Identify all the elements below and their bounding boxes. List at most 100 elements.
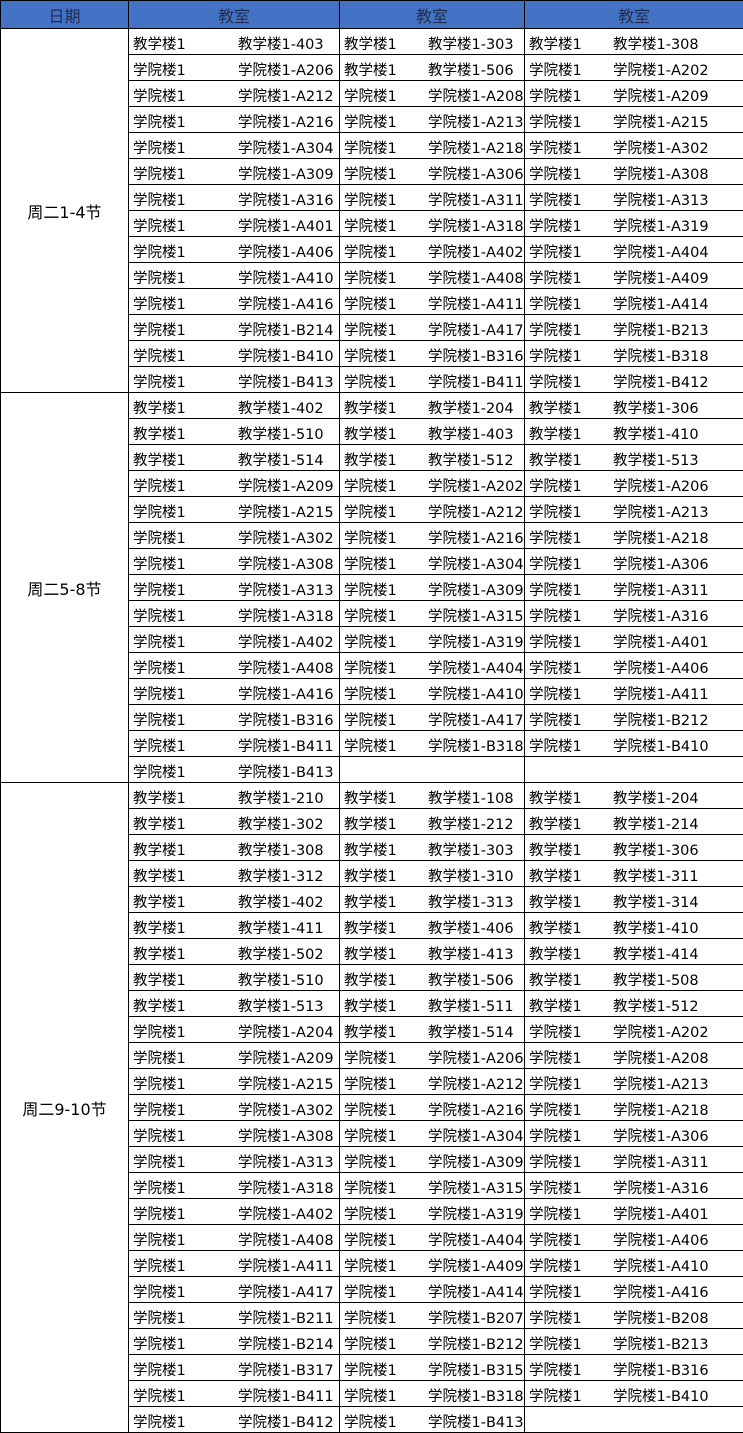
room-cell[interactable]: 学院楼1 学院楼1-A213 [340,107,525,133]
room-cell[interactable]: 学院楼1 学院楼1-B315 [340,1355,525,1381]
date-cell[interactable]: 周二1-4节 [1,29,129,393]
room-cell[interactable]: 学院楼1 学院楼1-B412 [525,367,743,393]
room-cell[interactable]: 学院楼1 学院楼1-B317 [129,1355,340,1381]
room-cell[interactable]: 学院楼1 学院楼1-A408 [129,1225,340,1251]
room-cell[interactable]: 学院楼1 学院楼1-A202 [340,471,525,497]
room-cell[interactable]: 教学楼1 教学楼1-402 [129,887,340,913]
room-cell[interactable]: 学院楼1 学院楼1-B318 [340,731,525,757]
room-cell[interactable]: 教学楼1 教学楼1-306 [525,393,743,419]
room-cell[interactable]: 学院楼1 学院楼1-A216 [129,107,340,133]
room-cell[interactable]: 学院楼1 学院楼1-A206 [525,471,743,497]
room-cell[interactable]: 教学楼1 教学楼1-508 [525,965,743,991]
room-cell[interactable]: 教学楼1 教学楼1-310 [340,861,525,887]
room-cell[interactable]: 教学楼1 教学楼1-513 [525,445,743,471]
room-cell[interactable]: 学院楼1 学院楼1-B316 [525,1355,743,1381]
room-cell[interactable]: 学院楼1 学院楼1-A417 [129,1277,340,1303]
room-cell[interactable]: 学院楼1 学院楼1-A212 [340,497,525,523]
room-cell[interactable]: 学院楼1 学院楼1-A319 [525,211,743,237]
room-cell[interactable]: 教学楼1 教学楼1-311 [525,861,743,887]
room-cell[interactable]: 学院楼1 学院楼1-B212 [525,705,743,731]
room-cell[interactable]: 教学楼1 教学楼1-312 [129,861,340,887]
room-cell[interactable]: 学院楼1 学院楼1-A406 [525,1225,743,1251]
room-cell[interactable] [525,757,743,783]
room-cell[interactable]: 学院楼1 学院楼1-A302 [525,133,743,159]
room-cell[interactable]: 学院楼1 学院楼1-A404 [340,1225,525,1251]
room-cell[interactable]: 学院楼1 学院楼1-B213 [525,1329,743,1355]
room-cell[interactable]: 学院楼1 学院楼1-B207 [340,1303,525,1329]
room-cell[interactable] [340,757,525,783]
date-cell[interactable]: 周二9-10节 [1,783,129,1433]
room-cell[interactable]: 学院楼1 学院楼1-B413 [129,757,340,783]
room-cell[interactable]: 学院楼1 学院楼1-A309 [129,159,340,185]
room-cell[interactable]: 学院楼1 学院楼1-B318 [525,341,743,367]
room-cell[interactable]: 学院楼1 学院楼1-A402 [129,1199,340,1225]
room-cell[interactable]: 学院楼1 学院楼1-A411 [129,1251,340,1277]
room-cell[interactable]: 学院楼1 学院楼1-A417 [340,315,525,341]
room-cell[interactable]: 学院楼1 学院楼1-A406 [129,237,340,263]
room-cell[interactable]: 学院楼1 学院楼1-A410 [525,1251,743,1277]
room-cell[interactable]: 学院楼1 学院楼1-A202 [525,1017,743,1043]
room-cell[interactable]: 学院楼1 学院楼1-A311 [525,575,743,601]
room-cell[interactable]: 学院楼1 学院楼1-B316 [129,705,340,731]
room-cell[interactable]: 学院楼1 学院楼1-A202 [525,55,743,81]
date-cell[interactable]: 周二5-8节 [1,393,129,783]
room-cell[interactable]: 学院楼1 学院楼1-A318 [340,211,525,237]
room-cell[interactable]: 学院楼1 学院楼1-A417 [340,705,525,731]
room-cell[interactable]: 学院楼1 学院楼1-A411 [525,679,743,705]
room-cell[interactable]: 学院楼1 学院楼1-A315 [340,1173,525,1199]
room-cell[interactable]: 教学楼1 教学楼1-210 [129,783,340,809]
room-cell[interactable]: 学院楼1 学院楼1-A209 [129,1043,340,1069]
room-cell[interactable]: 学院楼1 学院楼1-A209 [129,471,340,497]
room-cell[interactable]: 学院楼1 学院楼1-A215 [129,497,340,523]
room-cell[interactable]: 学院楼1 学院楼1-A216 [340,1095,525,1121]
room-cell[interactable]: 学院楼1 学院楼1-A209 [525,81,743,107]
room-cell[interactable]: 学院楼1 学院楼1-B212 [340,1329,525,1355]
room-cell[interactable]: 学院楼1 学院楼1-A315 [340,601,525,627]
room-cell[interactable]: 学院楼1 学院楼1-A404 [525,237,743,263]
room-cell[interactable]: 学院楼1 学院楼1-B412 [129,1407,340,1433]
room-cell[interactable]: 学院楼1 学院楼1-A410 [129,263,340,289]
room-cell[interactable]: 教学楼1 教学楼1-308 [525,29,743,55]
room-cell[interactable]: 学院楼1 学院楼1-A302 [129,1095,340,1121]
room-cell[interactable]: 学院楼1 学院楼1-A313 [129,1147,340,1173]
room-cell[interactable]: 学院楼1 学院楼1-A401 [525,627,743,653]
room-cell[interactable]: 学院楼1 学院楼1-B410 [129,341,340,367]
room-cell[interactable]: 教学楼1 教学楼1-514 [340,1017,525,1043]
room-cell[interactable]: 学院楼1 学院楼1-A408 [129,653,340,679]
room-cell[interactable]: 教学楼1 教学楼1-308 [129,835,340,861]
room-cell[interactable]: 学院楼1 学院楼1-B211 [129,1303,340,1329]
room-cell[interactable]: 教学楼1 教学楼1-108 [340,783,525,809]
room-cell[interactable]: 学院楼1 学院楼1-B411 [129,1381,340,1407]
room-cell[interactable]: 学院楼1 学院楼1-A213 [525,497,743,523]
room-cell[interactable]: 学院楼1 学院楼1-A304 [340,549,525,575]
room-cell[interactable]: 学院楼1 学院楼1-A309 [340,1147,525,1173]
room-cell[interactable]: 学院楼1 学院楼1-A408 [340,263,525,289]
room-cell[interactable]: 教学楼1 教学楼1-410 [525,913,743,939]
room-cell[interactable]: 学院楼1 学院楼1-A212 [129,81,340,107]
room-cell[interactable]: 教学楼1 教学楼1-506 [340,55,525,81]
room-cell[interactable]: 学院楼1 学院楼1-B316 [340,341,525,367]
room-cell[interactable]: 学院楼1 学院楼1-A304 [129,133,340,159]
room-cell[interactable]: 学院楼1 学院楼1-A401 [525,1199,743,1225]
room-cell[interactable]: 学院楼1 学院楼1-A319 [340,627,525,653]
room-cell[interactable]: 学院楼1 学院楼1-A313 [525,185,743,211]
room-cell[interactable]: 学院楼1 学院楼1-B213 [525,315,743,341]
room-cell[interactable]: 学院楼1 学院楼1-B413 [129,367,340,393]
room-cell[interactable]: 学院楼1 学院楼1-A410 [340,679,525,705]
room-cell[interactable]: 学院楼1 学院楼1-B411 [340,367,525,393]
room-cell[interactable]: 学院楼1 学院楼1-A218 [340,133,525,159]
room-cell[interactable]: 学院楼1 学院楼1-A308 [129,549,340,575]
room-cell[interactable]: 学院楼1 学院楼1-A416 [525,1277,743,1303]
room-cell[interactable]: 学院楼1 学院楼1-A319 [340,1199,525,1225]
room-cell[interactable]: 学院楼1 学院楼1-A416 [129,679,340,705]
room-cell[interactable]: 教学楼1 教学楼1-313 [340,887,525,913]
room-cell[interactable]: 学院楼1 学院楼1-B410 [525,1381,743,1407]
room-cell[interactable]: 教学楼1 教学楼1-403 [340,419,525,445]
room-cell[interactable]: 学院楼1 学院楼1-A215 [525,107,743,133]
room-cell[interactable]: 教学楼1 教学楼1-306 [525,835,743,861]
room-cell[interactable]: 教学楼1 教学楼1-502 [129,939,340,965]
room-cell[interactable]: 学院楼1 学院楼1-A406 [525,653,743,679]
room-cell[interactable]: 学院楼1 学院楼1-A306 [340,159,525,185]
room-cell[interactable]: 教学楼1 教学楼1-303 [340,29,525,55]
room-cell[interactable]: 教学楼1 教学楼1-414 [525,939,743,965]
